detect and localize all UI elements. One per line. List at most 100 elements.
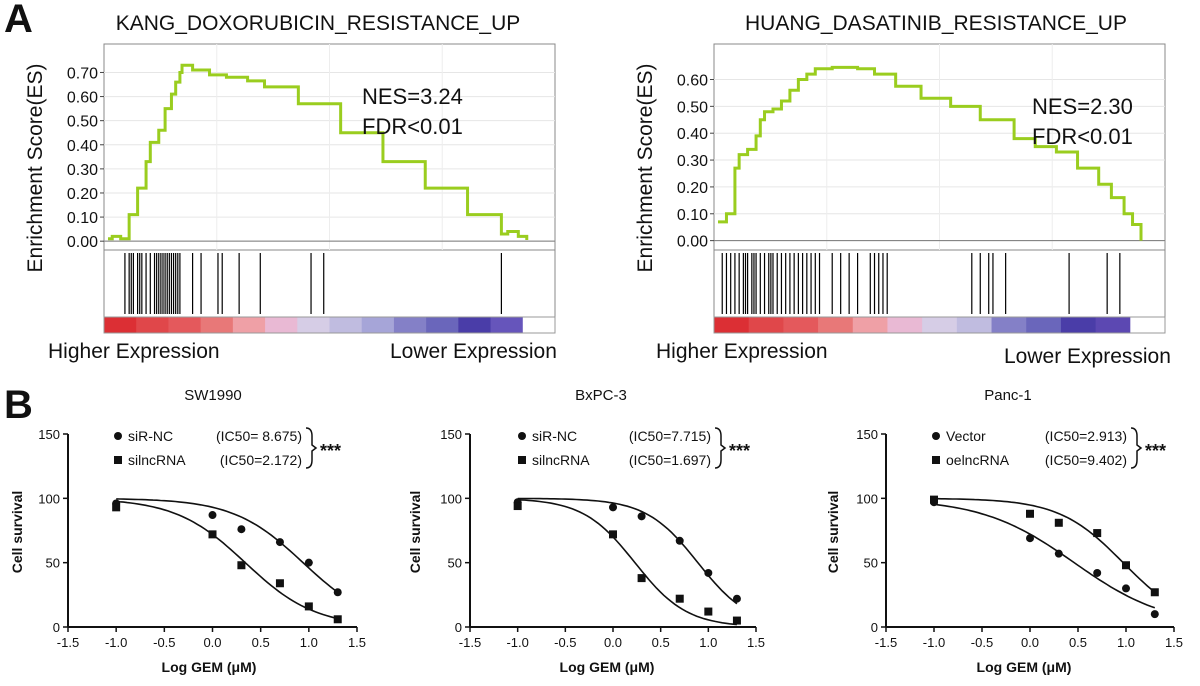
rank-heat-segment xyxy=(1026,317,1062,333)
y-axis-label: Cell survival xyxy=(407,491,423,574)
y-tick-label: 150 xyxy=(38,427,60,442)
y-tick-label: 50 xyxy=(864,556,878,571)
rank-heat-segment xyxy=(922,317,958,333)
legend-ic50: (IC50=9.402) xyxy=(1045,452,1127,468)
data-point-circle xyxy=(1150,610,1159,619)
y-tick-label: 0.30 xyxy=(67,162,98,179)
x-tick-label: 1.0 xyxy=(699,635,717,650)
data-point-circle xyxy=(1122,584,1130,593)
y-tick-label: 0 xyxy=(455,620,462,635)
rank-heat-segment xyxy=(232,317,266,333)
data-point-circle xyxy=(1093,568,1102,577)
rank-heat-segment xyxy=(748,317,784,333)
es-curve xyxy=(108,63,529,241)
significance-stars: *** xyxy=(729,441,750,461)
x-tick-label: 1.0 xyxy=(1117,635,1135,650)
x-axis-label: Log GEM (μM) xyxy=(162,659,257,675)
rank-heat-segment xyxy=(200,317,234,333)
x-tick-label: -1.0 xyxy=(923,635,945,650)
data-point-square xyxy=(1122,561,1130,570)
rank-heat-segment xyxy=(887,317,923,333)
y-tick-label: 0.10 xyxy=(677,207,708,224)
legend-ic50: (IC50=2.172) xyxy=(220,452,302,468)
rank-heat-segment xyxy=(852,317,888,333)
y-tick-label: 0.20 xyxy=(677,180,708,197)
legend-series-name: silncRNA xyxy=(128,452,186,468)
legend-ic50: (IC50=7.715) xyxy=(629,428,711,444)
significance-stars: *** xyxy=(1145,441,1166,461)
chart-title: Panc-1 xyxy=(984,387,1032,404)
legend-ic50: (IC50= 8.675) xyxy=(216,428,302,444)
y-tick-label: 0.20 xyxy=(67,186,98,203)
legend-marker-circle xyxy=(932,432,940,440)
rank-heat-frame xyxy=(713,316,1166,334)
gsea-y-axis-label: Enrichment Score(ES) xyxy=(24,64,47,273)
data-point-circle xyxy=(675,536,684,545)
y-tick-label: 100 xyxy=(440,491,462,506)
rank-heat-segment xyxy=(458,317,492,333)
y-tick-label: 150 xyxy=(856,427,878,442)
y-tick-label: 0 xyxy=(53,620,60,635)
legend-series-name: Vector xyxy=(946,428,986,444)
data-point-square xyxy=(704,607,713,616)
lower-expression-label: Lower Expression xyxy=(1004,345,1171,368)
rank-heat-segment xyxy=(1060,317,1097,333)
rank-heat-segment xyxy=(265,317,298,333)
rank-heat-segment xyxy=(714,317,750,333)
rank-heat-segment xyxy=(956,317,993,333)
rank-heat-segment xyxy=(136,317,169,333)
nes-label: NES=2.30 xyxy=(1032,94,1133,119)
x-tick-label: 0.0 xyxy=(203,635,221,650)
data-point-square xyxy=(1150,588,1159,597)
y-tick-label: 0 xyxy=(871,620,878,635)
legend-marker-square xyxy=(114,456,122,464)
y-tick-label: 0.40 xyxy=(677,126,708,143)
gsea-y-axis-label: Enrichment Score(ES) xyxy=(634,64,657,273)
rank-heat-segment xyxy=(297,317,330,333)
es-curve xyxy=(718,65,1143,241)
x-axis-label: Log GEM (μM) xyxy=(977,659,1072,675)
y-tick-label: 0.50 xyxy=(67,114,98,131)
significance-brace xyxy=(1130,427,1143,469)
data-point-square xyxy=(732,616,741,625)
x-tick-label: -1.5 xyxy=(459,635,481,650)
significance-brace xyxy=(714,427,727,469)
rank-heat-segment xyxy=(991,317,1027,333)
rank-heat-segment xyxy=(168,317,202,333)
higher-expression-label: Higher Expression xyxy=(48,340,220,363)
data-point-square xyxy=(1093,529,1102,538)
x-tick-label: 0.0 xyxy=(604,635,622,650)
legend-marker-circle xyxy=(518,432,526,440)
fit-curve-square xyxy=(116,500,338,620)
rank-heat-segment xyxy=(393,317,427,333)
lower-expression-label: Lower Expression xyxy=(390,340,557,363)
x-tick-label: 1.5 xyxy=(1165,635,1183,650)
dose-response-sw1990: SW1990 -1.5 -1.0 -0.5 0.0 0.5 1.0 1.5 0 50 100 150… xyxy=(9,387,366,675)
x-tick-label: -0.5 xyxy=(971,635,993,650)
x-tick-label: -0.5 xyxy=(554,635,576,650)
higher-expression-label: Higher Expression xyxy=(656,340,828,363)
y-tick-label: 100 xyxy=(38,491,60,506)
rank-heat-segment xyxy=(104,317,137,333)
fdr-label: FDR<0.01 xyxy=(1032,124,1133,149)
data-point-square xyxy=(208,530,217,539)
y-tick-label: 0.00 xyxy=(677,234,708,251)
data-point-square xyxy=(637,574,646,583)
data-point-circle xyxy=(1026,534,1034,543)
data-point-square xyxy=(609,530,617,539)
rank-heat-segment xyxy=(329,317,363,333)
y-axis-label: Cell survival xyxy=(825,491,841,574)
data-point-square xyxy=(304,602,313,611)
x-tick-label: -1.0 xyxy=(506,635,528,650)
data-point-square xyxy=(930,495,938,504)
data-point-circle xyxy=(732,594,741,603)
gsea-plot-kang: KANG_DOXORUBICIN_RESISTANCE_UP 0.00 0.10 0… xyxy=(24,12,557,363)
legend-marker-circle xyxy=(114,432,122,440)
y-tick-label: 0.60 xyxy=(677,72,708,89)
y-tick-label: 0.00 xyxy=(67,234,98,251)
data-point-circle xyxy=(333,588,342,597)
dose-response-bxpc3: BxPC-3 -1.5 -1.0 -0.5 0.0 0.5 1.0 1.5 0 50 100 150… xyxy=(407,387,765,675)
legend-marker-square xyxy=(518,456,526,464)
x-tick-label: 1.5 xyxy=(747,635,765,650)
